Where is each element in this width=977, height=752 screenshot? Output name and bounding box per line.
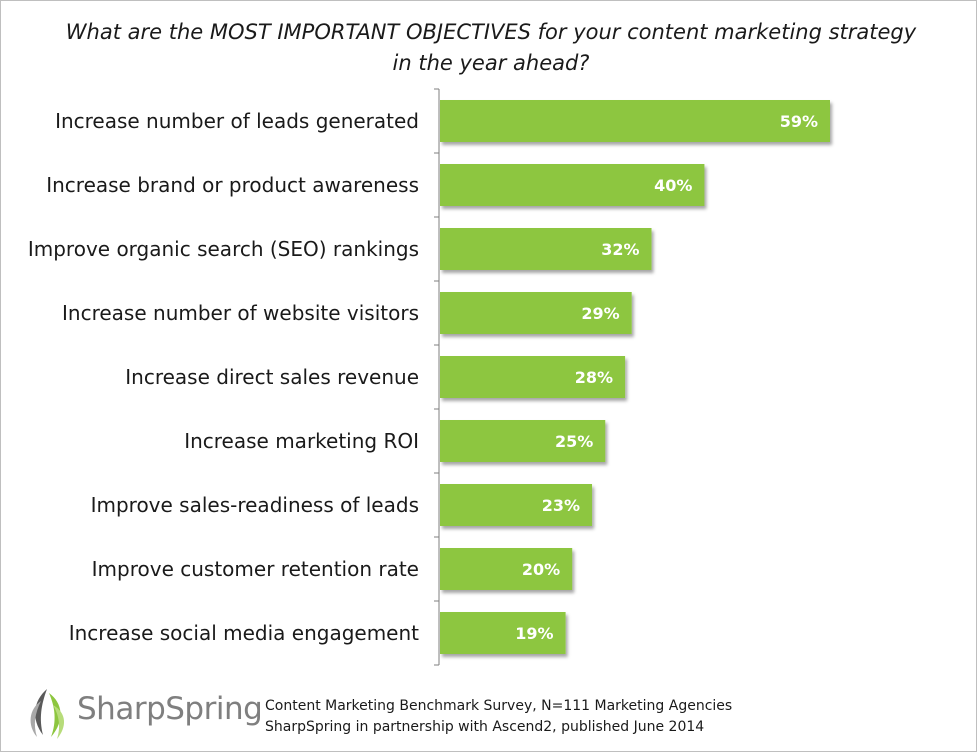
bar xyxy=(440,164,705,206)
bar-value-label: 20% xyxy=(522,560,560,579)
category-label: Improve customer retention rate xyxy=(92,557,419,581)
bar-value-label: 32% xyxy=(601,240,639,259)
bar-value-label: 23% xyxy=(542,496,580,515)
bar xyxy=(440,356,626,398)
bar-value-label: 28% xyxy=(575,368,613,387)
bar-value-label: 29% xyxy=(581,304,619,323)
category-label: Improve sales-readiness of leads xyxy=(91,493,419,517)
bar-value-label: 59% xyxy=(780,112,818,131)
bar xyxy=(440,612,566,654)
category-label: Increase direct sales revenue xyxy=(125,365,419,389)
bar xyxy=(440,100,830,142)
chart-title: What are the MOST IMPORTANT OBJECTIVES f… xyxy=(65,20,917,75)
bar xyxy=(440,420,606,462)
category-label: Increase number of website visitors xyxy=(62,301,419,325)
source-line-2: SharpSpring in partnership with Ascend2,… xyxy=(265,719,705,735)
category-label: Improve organic search (SEO) rankings xyxy=(28,237,419,261)
bar-value-label: 25% xyxy=(555,432,593,451)
logo-text: SharpSpring xyxy=(77,691,263,727)
sharpspring-logo: SharpSpring xyxy=(19,685,263,741)
bar-value-label: 19% xyxy=(515,624,553,643)
bar xyxy=(440,484,593,526)
bar-value-label: 40% xyxy=(654,176,692,195)
category-label: Increase social media engagement xyxy=(69,621,419,645)
category-label: Increase brand or product awareness xyxy=(46,173,419,197)
source-note: Content Marketing Benchmark Survey, N=11… xyxy=(265,696,732,738)
bar xyxy=(440,228,652,270)
bar xyxy=(440,292,632,334)
bar xyxy=(440,548,573,590)
category-label: Increase number of leads generated xyxy=(55,109,419,133)
leaf-logo-icon xyxy=(30,689,65,739)
source-line-1: Content Marketing Benchmark Survey, N=11… xyxy=(265,698,733,714)
category-label: Increase marketing ROI xyxy=(184,429,419,453)
